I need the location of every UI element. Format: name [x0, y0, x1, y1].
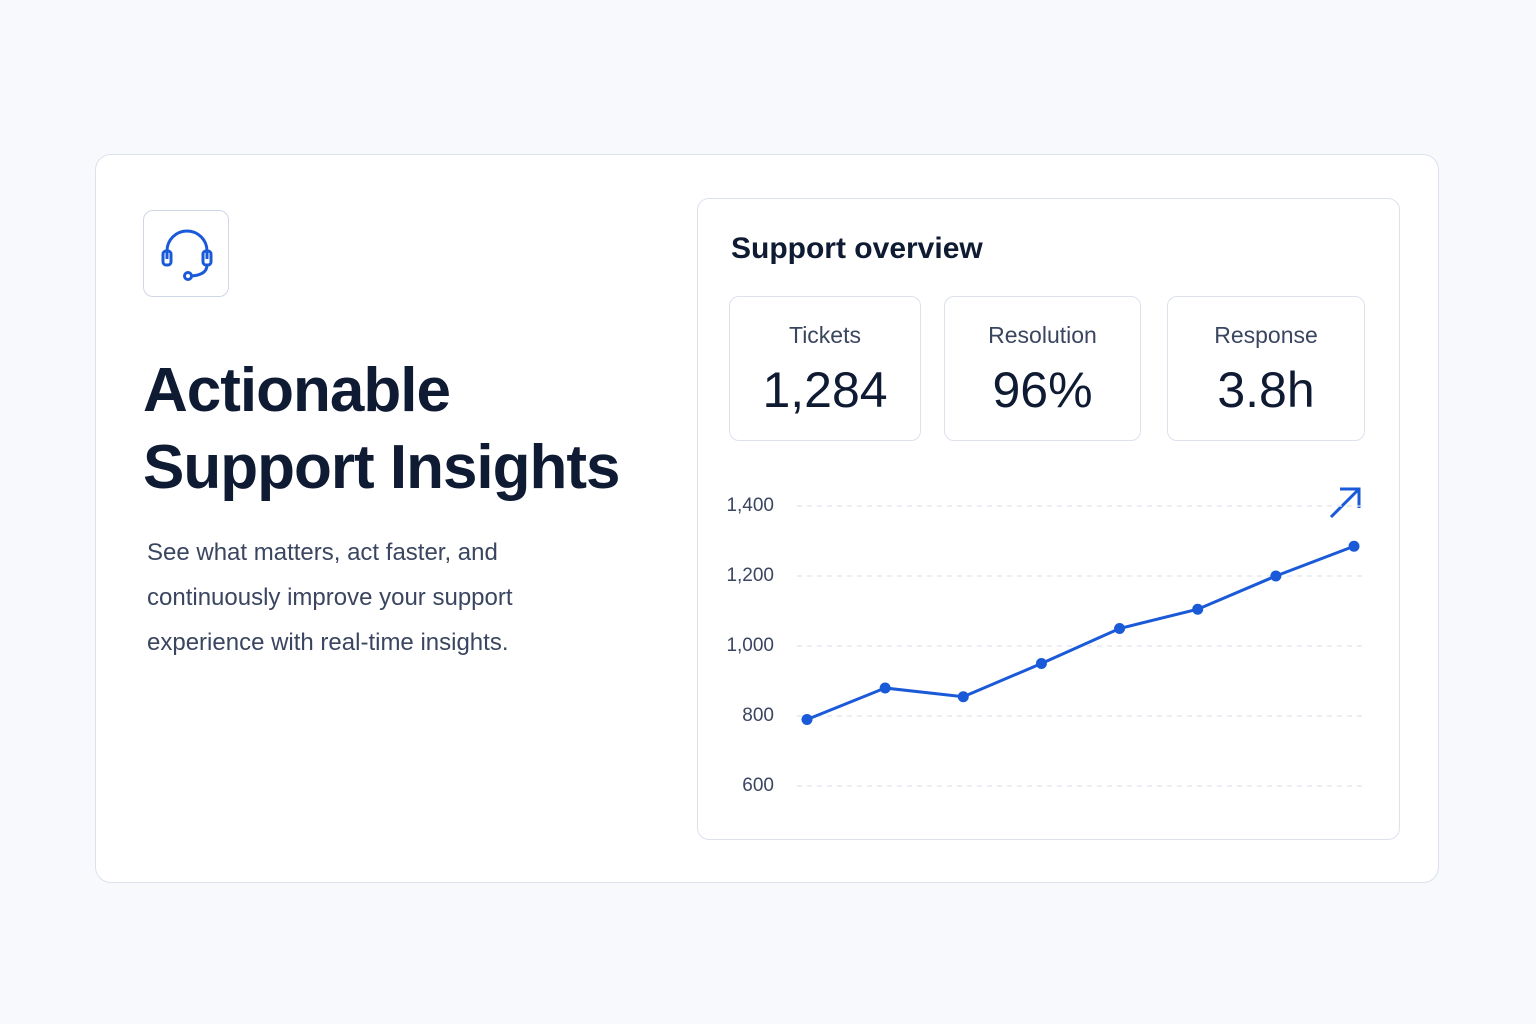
data-point [1035, 658, 1047, 669]
stat-label: Resolution [988, 322, 1097, 348]
stat-card: Resolution 96% [944, 296, 1141, 441]
stat-label: Response [1214, 322, 1318, 348]
data-point [801, 714, 813, 725]
stat-value: 1,284 [762, 362, 888, 418]
overview-panel [697, 198, 1400, 840]
description-line: continuously improve your support [147, 584, 513, 611]
headset-icon [143, 210, 229, 297]
stat-value: 3.8h [1217, 362, 1315, 418]
y-tick-label: 600 [742, 775, 774, 796]
data-point [879, 682, 891, 694]
y-tick-label: 1,200 [726, 565, 774, 586]
trend-arrow [1329, 487, 1361, 519]
data-line [806, 544, 1355, 721]
heading-line: Actionable [143, 356, 451, 425]
stat-card: Response 3.8h [1167, 296, 1365, 441]
description: See what matters, act faster, and contin… [147, 530, 513, 665]
headset-glyph [161, 229, 213, 281]
description-line: See what matters, act faster, and [147, 539, 498, 566]
data-point [1270, 570, 1282, 582]
main-card [95, 154, 1439, 883]
stat-label: Tickets [789, 322, 861, 348]
data-point [957, 691, 969, 703]
data-point [1192, 603, 1204, 615]
data-point [1114, 623, 1126, 634]
overview-title: Support overview [731, 232, 983, 265]
data-point [1348, 540, 1360, 552]
y-tick-label: 1,400 [726, 495, 774, 516]
stat-value: 96% [992, 362, 1093, 418]
y-tick-label: 800 [742, 705, 774, 726]
heading-line: Support Insights [143, 433, 621, 502]
y-tick-label: 1,000 [726, 635, 774, 656]
stat-card: Tickets 1,284 [729, 296, 921, 441]
heading: Actionable Support Insights [143, 352, 621, 506]
description-line: experience with real-time insights. [147, 629, 509, 656]
